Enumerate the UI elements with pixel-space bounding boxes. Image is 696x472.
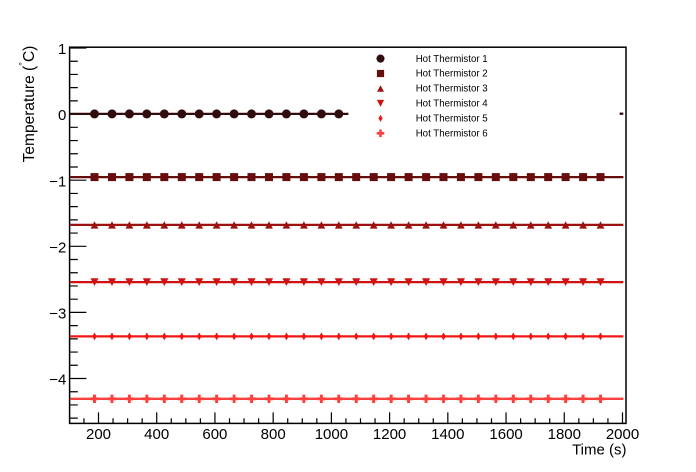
svg-text:Hot Thermistor 6: Hot Thermistor 6 — [416, 129, 488, 140]
svg-text:200: 200 — [86, 426, 111, 443]
svg-text:Hot Thermistor 5: Hot Thermistor 5 — [416, 114, 488, 125]
svg-text:−4: −4 — [49, 372, 66, 389]
svg-text:Hot Thermistor 4: Hot Thermistor 4 — [416, 99, 489, 110]
svg-text:Hot Thermistor 2: Hot Thermistor 2 — [416, 69, 488, 80]
svg-text:2000: 2000 — [606, 426, 639, 443]
svg-text:1400: 1400 — [431, 426, 464, 443]
svg-text:0: 0 — [58, 107, 66, 124]
svg-text:−3: −3 — [49, 306, 66, 323]
svg-text:800: 800 — [261, 426, 286, 443]
svg-text:1: 1 — [58, 41, 66, 58]
svg-text:−2: −2 — [49, 239, 66, 256]
svg-text:Hot Thermistor 3: Hot Thermistor 3 — [416, 84, 488, 95]
svg-text:1600: 1600 — [489, 426, 522, 443]
svg-text:Time (s): Time (s) — [572, 442, 626, 459]
svg-text:Temperature (°C): Temperature (°C) — [17, 46, 38, 163]
svg-text:1000: 1000 — [315, 426, 348, 443]
svg-text:−1: −1 — [49, 173, 66, 190]
svg-text:600: 600 — [202, 426, 227, 443]
svg-text:1200: 1200 — [373, 426, 406, 443]
svg-text:1800: 1800 — [548, 426, 581, 443]
svg-text:400: 400 — [144, 426, 169, 443]
svg-text:Hot Thermistor 1: Hot Thermistor 1 — [416, 54, 488, 65]
